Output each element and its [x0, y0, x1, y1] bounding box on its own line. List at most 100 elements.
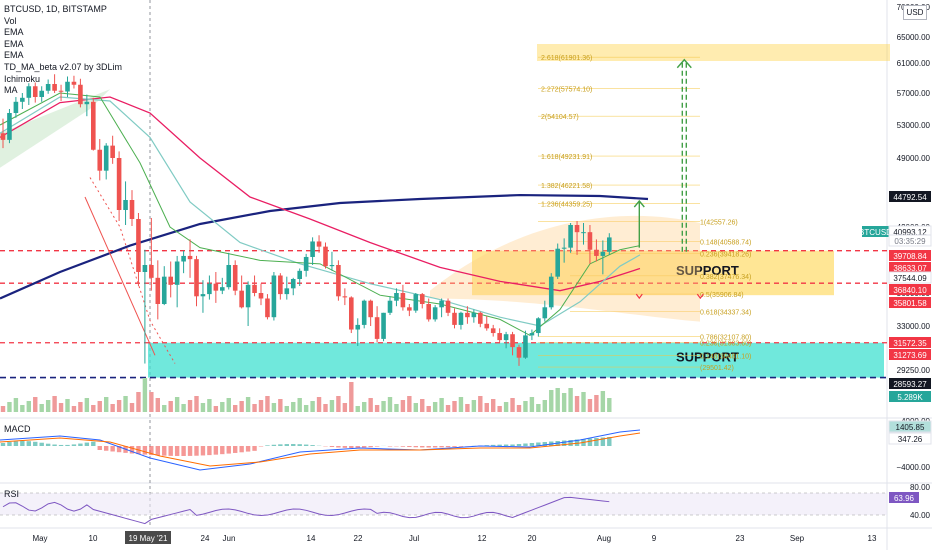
volume-bar [40, 404, 44, 412]
macd-tick-label: −4000.00 [896, 463, 930, 472]
volume-bar [562, 393, 566, 412]
volume-bar [510, 398, 514, 412]
macd-histogram-bar [401, 446, 405, 447]
volume-bar [543, 400, 547, 412]
macd-histogram-bar [439, 446, 443, 447]
candle-body [588, 232, 593, 250]
volume-bar [175, 397, 179, 412]
date-tick-label: 13 [868, 534, 877, 543]
macd-histogram-bar [459, 446, 463, 447]
macd-histogram-bar [46, 444, 50, 446]
volume-bar [130, 403, 134, 412]
date-tick-label: May [32, 534, 47, 543]
volume-bar [407, 396, 411, 412]
volume-bar [136, 392, 140, 412]
fib-label: 2.618(61901.36) [541, 55, 592, 62]
macd-histogram-bar [523, 444, 527, 447]
legend-ema-1[interactable]: EMA [4, 27, 122, 39]
macd-tag-label: 1405.85 [896, 423, 925, 432]
macd-histogram-bar [278, 444, 282, 446]
volume-bar [252, 404, 256, 412]
candle-body [162, 277, 167, 304]
volume-bar [536, 404, 540, 412]
candle-body [175, 262, 180, 285]
candle-body [310, 241, 315, 257]
legend-ema-2[interactable]: EMA [4, 39, 122, 51]
volume-bar [472, 400, 476, 412]
volume-bar [259, 400, 263, 412]
rsi-band [0, 493, 887, 515]
candle-body [278, 276, 283, 295]
macd-histogram-bar [201, 446, 205, 455]
candle-body [536, 318, 541, 333]
date-tick-label: 10 [89, 534, 98, 543]
legend-vol[interactable]: Vol [4, 16, 122, 28]
macd-histogram-bar [304, 445, 308, 446]
legend-td-ma[interactable]: TD_MA_beta v2.07 by 3DLim [4, 62, 122, 74]
macd-histogram-bar [85, 443, 89, 446]
candle-body [459, 313, 464, 325]
candle-body [465, 313, 470, 317]
legend-ma[interactable]: MA [4, 85, 122, 97]
candle-body [14, 102, 19, 113]
legend-ema-3[interactable]: EMA [4, 50, 122, 62]
volume-bar [233, 405, 237, 412]
rsi-title: RSI [4, 489, 19, 499]
macd-histogram-bar [427, 446, 431, 447]
candle-body [272, 276, 277, 318]
fib-label: 0.148(40588.74) [700, 240, 751, 247]
volume-bar [194, 396, 198, 412]
macd-title: MACD [4, 424, 31, 434]
macd-histogram-bar [388, 446, 392, 447]
candle-body [117, 158, 122, 210]
macd-histogram-bar [588, 439, 592, 447]
candle-body [214, 284, 219, 291]
candle-body [510, 334, 515, 347]
volume-bar [285, 406, 289, 412]
candle-body [104, 146, 109, 171]
volume-bar [381, 401, 385, 412]
candle-body [414, 294, 419, 311]
macd-histogram-bar [343, 446, 347, 448]
volume-bar [485, 403, 489, 412]
volume-bar [439, 398, 443, 412]
macd-histogram-bar [330, 446, 334, 447]
candle-body [130, 200, 135, 219]
legend-symbol-line[interactable]: BTCUSD, 1D, BITSTAMP [4, 4, 122, 16]
macd-histogram-bar [143, 446, 147, 455]
legend-ichimoku[interactable]: Ichimoku [4, 74, 122, 86]
volume-bar [227, 398, 231, 412]
candle-body [136, 219, 141, 272]
volume-bar [581, 392, 585, 412]
candle-body [97, 150, 102, 171]
price-tag-label: 39708.84 [893, 252, 927, 261]
volume-bar [594, 395, 598, 412]
volume-bar [478, 396, 482, 412]
candle-body [368, 301, 373, 318]
candle-body [143, 265, 148, 272]
volume-bar [530, 397, 534, 412]
macd-histogram-bar [310, 445, 314, 446]
candle-body [85, 102, 90, 104]
candle-body [304, 257, 309, 271]
currency-badge[interactable]: USD [903, 5, 927, 20]
candle-body [7, 113, 12, 140]
macd-histogram-bar [110, 446, 114, 451]
candle-body [220, 287, 225, 291]
volume-bar [323, 404, 327, 412]
rsi-tick-label: 40.00 [910, 511, 931, 520]
volume-bar [504, 402, 508, 412]
candle-body [297, 271, 302, 279]
macd-histogram-bar [78, 444, 82, 446]
volume-bar [72, 406, 76, 412]
macd-histogram-bar [33, 442, 37, 446]
macd-histogram-bar [504, 445, 508, 446]
volume-bar [452, 401, 456, 412]
volume-bar [446, 405, 450, 412]
macd-histogram-bar [169, 446, 173, 456]
candle-body [207, 284, 212, 294]
macd-histogram-bar [162, 446, 166, 456]
candle-body [349, 297, 354, 329]
